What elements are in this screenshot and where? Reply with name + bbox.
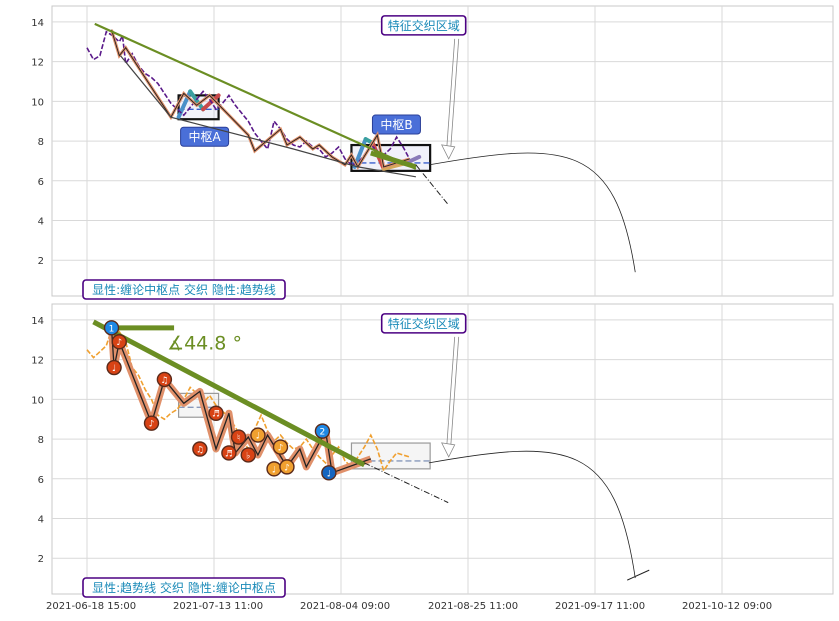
- y-tick-label: 6: [38, 177, 44, 188]
- pivot-marker-label: ♩: [112, 364, 116, 374]
- pivot-marker: [279, 459, 295, 475]
- pivot-marker-label: ♩: [272, 465, 276, 475]
- trend-line-upper: [94, 22, 417, 170]
- y-tick-label: 14: [31, 18, 44, 29]
- x-tick-label: 2021-06-18 15:00: [46, 601, 136, 612]
- x-tick-label: 2021-09-17 11:00: [555, 601, 645, 612]
- pivot-marker: [240, 447, 256, 463]
- xd-path: [120, 55, 417, 178]
- zhongshu-label-box: [371, 114, 421, 135]
- zhongshu-stroke: [188, 89, 206, 112]
- y-tick-label: 10: [31, 97, 44, 108]
- pivot-marker-label: ♫: [160, 376, 168, 386]
- pivot-marker: [250, 427, 266, 443]
- x-tick-label: 2021-07-13 11:00: [173, 601, 263, 612]
- pivot-marker: [321, 465, 337, 481]
- pivot-marker: [208, 405, 224, 421]
- y-tick-label: 2: [38, 554, 44, 565]
- annotation-arrow-head: [440, 144, 456, 160]
- zhongshu-label: 中枢A: [188, 129, 221, 144]
- annotation-arrow-head: [440, 442, 456, 458]
- pivot-marker: [111, 334, 127, 350]
- x-tick-label: 2021-10-12 09:00: [682, 601, 772, 612]
- annotation-arrow-shaft: [446, 38, 460, 149]
- annotation-text: 显性:缠论中枢点 交织 隐性:趋势线: [92, 282, 276, 297]
- pivot-marker-label: ♩: [256, 432, 260, 442]
- y-tick-label: 4: [38, 217, 44, 228]
- pivot-marker-label: ♬: [212, 410, 220, 420]
- pivot-marker-label: ♬: [225, 449, 233, 459]
- pivot-marker-label: ♩: [327, 469, 331, 479]
- pivot-marker: [106, 359, 122, 376]
- x-axis-ticks: 2021-06-18 15:00 2021-07-13 11:00 2021-08-…: [46, 601, 772, 612]
- annotation-arrow-shaft: [446, 336, 460, 447]
- zhongshu-label: 中枢B: [380, 117, 412, 132]
- projection-curve: [428, 152, 636, 273]
- annotation-text: 特征交织区域: [388, 18, 460, 33]
- y-tick-label: 2: [38, 256, 44, 267]
- plot-frame: [51, 303, 834, 595]
- pivot-marker-label: ♪: [278, 444, 284, 454]
- zhongshu-stroke: [404, 154, 422, 165]
- pivot-marker-label: ♮: [237, 434, 240, 444]
- annotation-text: 显性:趋势线 交织 隐性:缠论中枢点: [92, 580, 276, 595]
- x-tick-label: 2021-08-25 11:00: [428, 601, 518, 612]
- x-tick-label: 2021-08-04 09:00: [300, 601, 390, 612]
- pivot-marker: [314, 423, 331, 439]
- plot-frame: [51, 5, 834, 297]
- y-tick-label: 10: [31, 395, 44, 406]
- annotation-box: [380, 313, 467, 334]
- y-tick-label: 8: [38, 435, 44, 446]
- pivot-marker-label: ♪: [116, 338, 122, 348]
- annotation-box: [380, 15, 467, 36]
- pivot-marker: [143, 415, 160, 431]
- pivot-marker-label: 2: [320, 428, 326, 438]
- pivot-marker: [192, 441, 208, 457]
- pivot-marker-label: ♭: [246, 451, 250, 461]
- pivot-marker-label: 1: [109, 324, 115, 334]
- projection-end-bar: [627, 569, 650, 581]
- zhongshu-label-box: [180, 126, 230, 147]
- pivot-marker: [221, 445, 237, 461]
- y-tick-label: 4: [38, 515, 44, 526]
- y-tick-label: 8: [38, 137, 44, 148]
- projection-dashed: [415, 164, 449, 205]
- bi-path-core: [111, 29, 410, 168]
- pivot-marker-label: ♪: [149, 420, 155, 430]
- y-tick-label: 12: [31, 58, 44, 69]
- projection-dashed: [364, 462, 449, 504]
- annotation-text: 特征交织区域: [388, 316, 460, 331]
- pivot-marker: [272, 439, 289, 455]
- y-tick-label: 14: [31, 316, 44, 327]
- projection-curve: [428, 450, 636, 579]
- angle-label: ∡44.8 °: [167, 333, 242, 355]
- y-tick-label: 12: [31, 356, 44, 367]
- pivot-marker-label: ♪: [284, 463, 290, 473]
- trend-line-lower: [370, 150, 417, 170]
- annotation-box: [82, 577, 286, 598]
- y-tick-label: 6: [38, 475, 44, 486]
- pivot-marker: [156, 371, 173, 388]
- pivot-marker: [230, 429, 247, 445]
- pivot-marker-label: ♫: [196, 446, 204, 456]
- pivot-marker: [103, 320, 120, 336]
- annotation-box: [82, 279, 286, 300]
- trend-line-upper: [92, 319, 366, 468]
